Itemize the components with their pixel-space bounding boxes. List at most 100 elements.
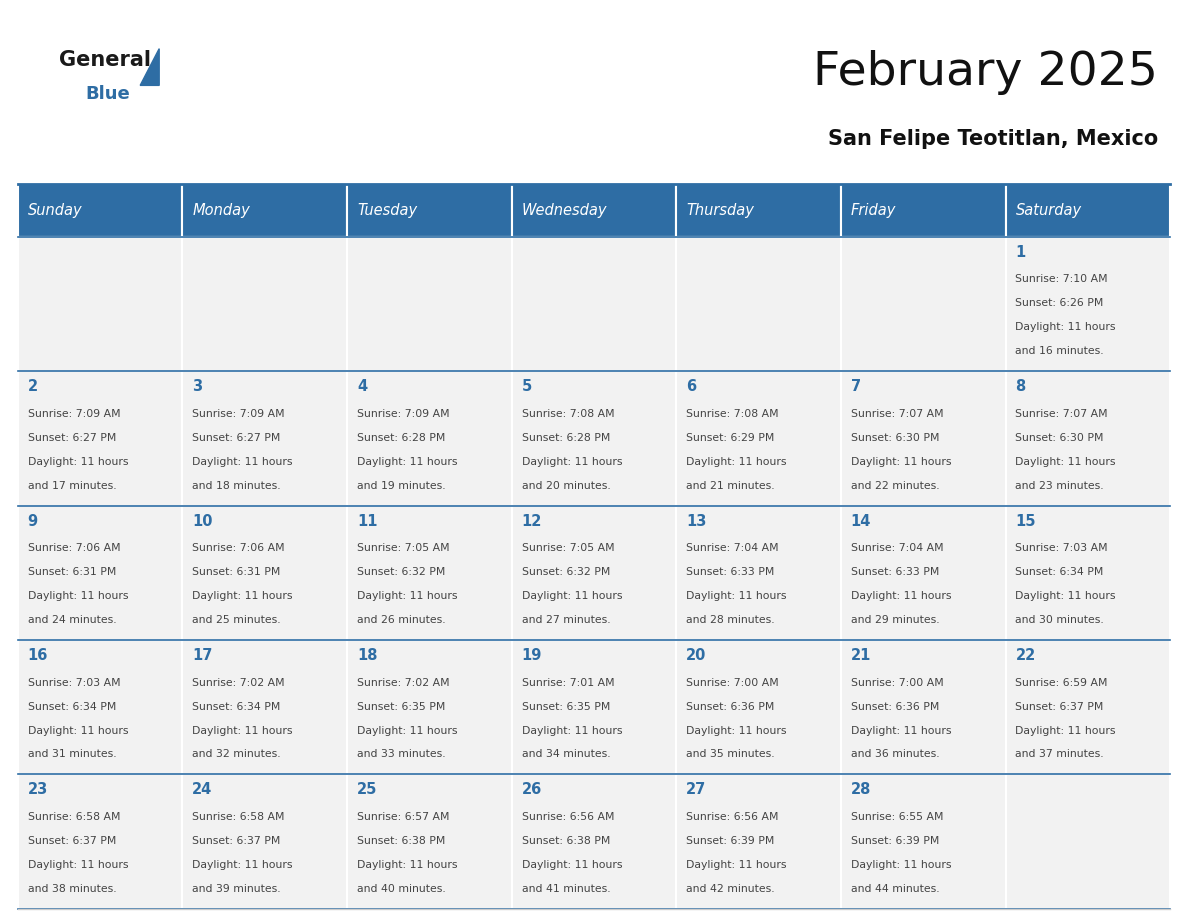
Text: 20: 20 (687, 648, 707, 663)
Text: 23: 23 (27, 782, 48, 798)
Bar (183, 371, 347, 506)
Text: Daylight: 11 hours: Daylight: 11 hours (687, 457, 786, 466)
Text: Daylight: 11 hours: Daylight: 11 hours (851, 860, 952, 870)
Bar (18, 371, 183, 506)
Text: Sunrise: 7:07 AM: Sunrise: 7:07 AM (851, 409, 943, 419)
Text: Sunset: 6:28 PM: Sunset: 6:28 PM (356, 432, 446, 442)
Text: Sunset: 6:32 PM: Sunset: 6:32 PM (356, 567, 446, 577)
Text: Sunset: 6:39 PM: Sunset: 6:39 PM (687, 836, 775, 846)
Text: Sunrise: 6:55 AM: Sunrise: 6:55 AM (851, 812, 943, 822)
Text: 21: 21 (851, 648, 871, 663)
Text: Saturday: Saturday (1016, 203, 1081, 218)
Bar (1005, 640, 1170, 775)
Text: Sunset: 6:27 PM: Sunset: 6:27 PM (192, 432, 280, 442)
Text: Sunset: 6:36 PM: Sunset: 6:36 PM (687, 701, 775, 711)
Text: Daylight: 11 hours: Daylight: 11 hours (522, 860, 623, 870)
Bar (347, 184, 512, 237)
Text: and 30 minutes.: and 30 minutes. (1016, 615, 1104, 625)
Text: Daylight: 11 hours: Daylight: 11 hours (851, 591, 952, 601)
Text: Daylight: 11 hours: Daylight: 11 hours (356, 457, 457, 466)
Text: 16: 16 (27, 648, 48, 663)
Text: and 42 minutes.: and 42 minutes. (687, 884, 775, 894)
Bar (841, 640, 1005, 775)
Text: Friday: Friday (851, 203, 896, 218)
Bar (1005, 184, 1170, 237)
Text: Daylight: 11 hours: Daylight: 11 hours (1016, 591, 1116, 601)
Text: Sunrise: 7:05 AM: Sunrise: 7:05 AM (356, 543, 449, 554)
Text: 15: 15 (1016, 514, 1036, 529)
Text: Blue: Blue (86, 85, 131, 104)
Text: Sunrise: 6:59 AM: Sunrise: 6:59 AM (1016, 677, 1108, 688)
Text: 2: 2 (27, 379, 38, 395)
Text: February 2025: February 2025 (814, 50, 1158, 95)
Text: and 40 minutes.: and 40 minutes. (356, 884, 446, 894)
Text: and 17 minutes.: and 17 minutes. (27, 481, 116, 490)
Text: Sunset: 6:34 PM: Sunset: 6:34 PM (192, 701, 280, 711)
Text: and 28 minutes.: and 28 minutes. (687, 615, 775, 625)
Bar (841, 371, 1005, 506)
Bar (18, 506, 183, 640)
Text: and 25 minutes.: and 25 minutes. (192, 615, 280, 625)
Bar (676, 640, 841, 775)
Text: Daylight: 11 hours: Daylight: 11 hours (1016, 322, 1116, 332)
Text: Sunrise: 7:00 AM: Sunrise: 7:00 AM (851, 677, 943, 688)
Text: Daylight: 11 hours: Daylight: 11 hours (851, 457, 952, 466)
Text: and 18 minutes.: and 18 minutes. (192, 481, 280, 490)
Text: 7: 7 (851, 379, 861, 395)
Bar (1005, 775, 1170, 909)
Bar (512, 184, 676, 237)
Text: Sunset: 6:35 PM: Sunset: 6:35 PM (522, 701, 609, 711)
Text: 24: 24 (192, 782, 213, 798)
Text: Sunset: 6:30 PM: Sunset: 6:30 PM (851, 432, 940, 442)
Text: Sunrise: 7:07 AM: Sunrise: 7:07 AM (1016, 409, 1108, 419)
Text: Sunset: 6:37 PM: Sunset: 6:37 PM (27, 836, 116, 846)
Text: Sunset: 6:37 PM: Sunset: 6:37 PM (192, 836, 280, 846)
Bar (512, 775, 676, 909)
Text: Thursday: Thursday (687, 203, 754, 218)
Text: Wednesday: Wednesday (522, 203, 607, 218)
Bar (1005, 506, 1170, 640)
Text: and 24 minutes.: and 24 minutes. (27, 615, 116, 625)
Text: 25: 25 (356, 782, 378, 798)
Text: Sunrise: 7:10 AM: Sunrise: 7:10 AM (1016, 274, 1108, 285)
Text: Daylight: 11 hours: Daylight: 11 hours (192, 860, 292, 870)
Bar (676, 775, 841, 909)
Bar (841, 184, 1005, 237)
Text: Daylight: 11 hours: Daylight: 11 hours (522, 457, 623, 466)
Text: Sunrise: 7:05 AM: Sunrise: 7:05 AM (522, 543, 614, 554)
Text: Sunset: 6:39 PM: Sunset: 6:39 PM (851, 836, 940, 846)
Text: Tuesday: Tuesday (356, 203, 417, 218)
Text: Daylight: 11 hours: Daylight: 11 hours (27, 591, 128, 601)
Bar (512, 506, 676, 640)
Text: Daylight: 11 hours: Daylight: 11 hours (356, 591, 457, 601)
Text: Sunrise: 7:02 AM: Sunrise: 7:02 AM (192, 677, 285, 688)
Text: Sunset: 6:26 PM: Sunset: 6:26 PM (1016, 298, 1104, 308)
Text: 3: 3 (192, 379, 202, 395)
Text: 5: 5 (522, 379, 532, 395)
Text: Daylight: 11 hours: Daylight: 11 hours (1016, 725, 1116, 735)
Text: Sunset: 6:38 PM: Sunset: 6:38 PM (356, 836, 446, 846)
Text: Daylight: 11 hours: Daylight: 11 hours (687, 860, 786, 870)
Text: and 29 minutes.: and 29 minutes. (851, 615, 940, 625)
Text: 28: 28 (851, 782, 871, 798)
Text: 1: 1 (1016, 245, 1025, 260)
Text: and 34 minutes.: and 34 minutes. (522, 749, 611, 759)
Text: General: General (59, 50, 151, 71)
Text: 11: 11 (356, 514, 378, 529)
Text: 8: 8 (1016, 379, 1025, 395)
Text: and 41 minutes.: and 41 minutes. (522, 884, 611, 894)
Text: Sunset: 6:29 PM: Sunset: 6:29 PM (687, 432, 775, 442)
Text: Monday: Monday (192, 203, 249, 218)
Text: Sunset: 6:28 PM: Sunset: 6:28 PM (522, 432, 609, 442)
Text: Sunrise: 7:00 AM: Sunrise: 7:00 AM (687, 677, 779, 688)
Text: and 20 minutes.: and 20 minutes. (522, 481, 611, 490)
Text: Sunrise: 7:08 AM: Sunrise: 7:08 AM (687, 409, 779, 419)
Text: Daylight: 11 hours: Daylight: 11 hours (687, 591, 786, 601)
Text: and 22 minutes.: and 22 minutes. (851, 481, 940, 490)
Text: Sunset: 6:34 PM: Sunset: 6:34 PM (27, 701, 116, 711)
Bar (512, 640, 676, 775)
Bar (841, 506, 1005, 640)
Text: Daylight: 11 hours: Daylight: 11 hours (687, 725, 786, 735)
Text: and 26 minutes.: and 26 minutes. (356, 615, 446, 625)
Bar (183, 506, 347, 640)
